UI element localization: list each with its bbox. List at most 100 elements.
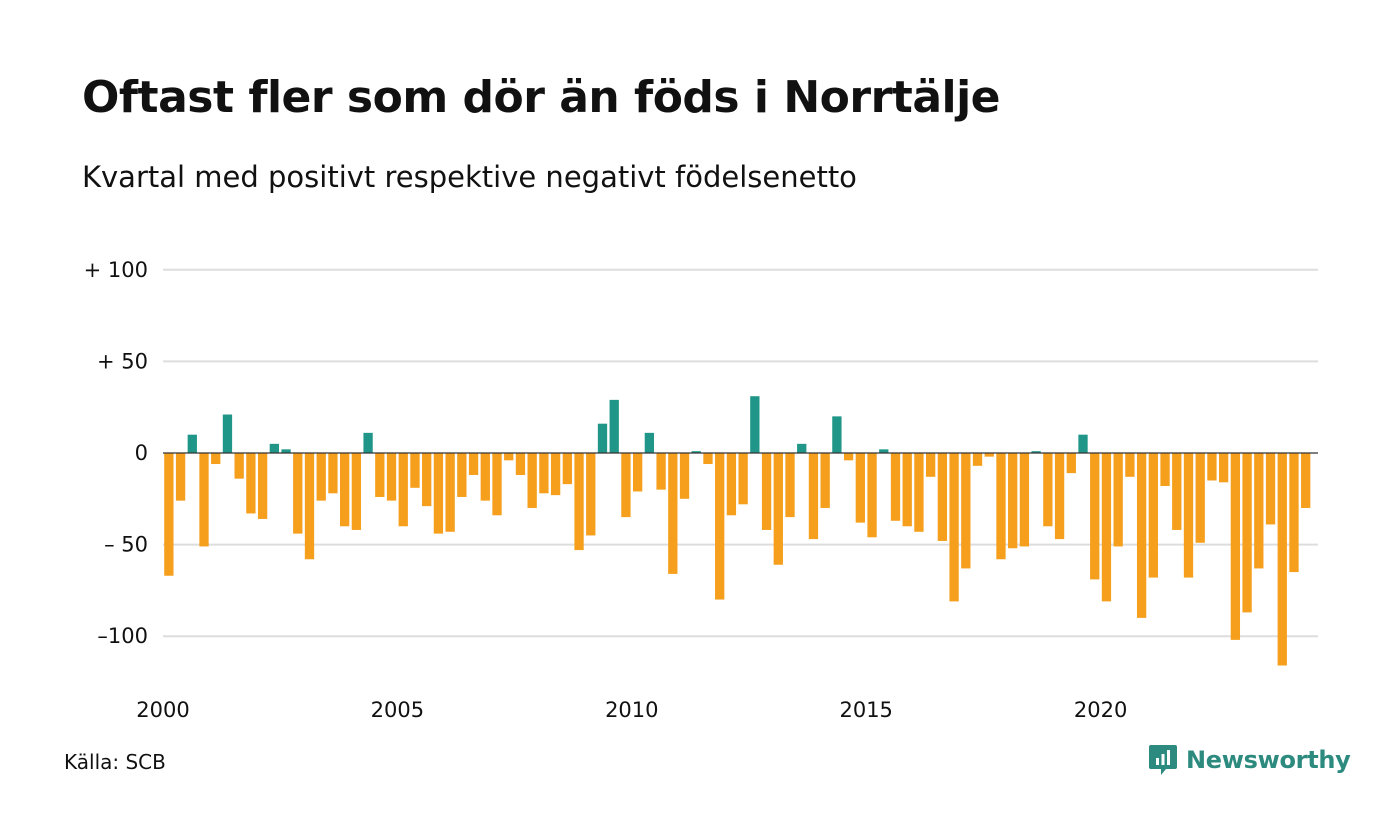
bar [1183,453,1194,578]
brand-logo[interactable]: Newsworthy [1148,743,1351,777]
bar [1242,453,1252,613]
bar [234,453,244,479]
bar [926,453,936,477]
bar [269,443,279,453]
bar [1090,453,1100,580]
bar [937,453,948,541]
bar [750,396,760,453]
x-tick-label: 2015 [839,698,892,722]
bar [211,453,221,464]
x-tick-label: 2000 [136,698,189,722]
bar [1054,453,1065,540]
bar [1172,453,1182,530]
bar [222,414,233,453]
bar [1265,453,1276,525]
bar [445,453,455,532]
bar [1125,453,1135,477]
bar [1301,453,1311,508]
bar [773,453,783,565]
bar [562,453,572,485]
bar [621,453,631,518]
bar [597,423,608,453]
bar [1078,434,1088,453]
bar [633,453,643,492]
bar [457,453,467,497]
bar [1136,453,1147,618]
bar-chart: + 100 + 50 0 – 50 –100 2000 2005 2010 2015 2020 [84,258,1318,722]
bar [199,453,209,547]
y-tick-labels: + 100 + 50 0 – 50 –100 [84,258,148,648]
bar [726,453,737,516]
y-tick-label: + 50 [97,349,148,373]
bar [398,453,408,527]
bar [316,453,326,501]
bar [340,453,350,527]
x-tick-labels: 2000 2005 2010 2015 2020 [136,698,1127,722]
bar [187,434,197,453]
bar [480,453,490,501]
bar [1008,453,1018,549]
bar [504,453,514,461]
brand-name: Newsworthy [1186,746,1351,774]
bar [386,453,397,501]
bar [246,453,256,514]
bar [996,453,1006,560]
bar [902,453,912,527]
bar [422,453,432,507]
bar [468,453,479,475]
bars [164,396,1311,666]
bar [1101,453,1112,602]
bar [715,453,725,600]
grid-lines [163,268,1318,638]
bar [1160,453,1170,486]
bar [1230,453,1241,640]
bar [949,453,959,602]
bar [679,453,690,499]
x-tick-label: 2005 [371,698,424,722]
bar [363,432,373,453]
bar [691,451,701,453]
bar [586,453,596,536]
bar [375,453,385,497]
bar [738,453,748,505]
newsworthy-logo-icon [1149,745,1177,775]
y-tick-label: –100 [97,624,148,648]
bar [328,453,338,494]
bar [1019,453,1030,547]
y-tick-label: 0 [135,441,148,465]
bar [1207,453,1217,481]
x-tick-label: 2010 [605,698,658,722]
bar [855,453,865,523]
bar [293,453,303,534]
bar [961,453,971,569]
bar [609,399,619,453]
bar [703,453,713,464]
y-tick-label: + 100 [84,258,148,282]
bar [539,453,549,494]
bar [984,453,994,457]
bar [1277,453,1287,666]
bar [1195,453,1205,543]
bar [808,453,819,540]
y-tick-label: – 50 [104,533,148,557]
bar [879,449,889,453]
bar [351,453,362,530]
bar [550,453,561,496]
bar [1148,453,1158,578]
bar [304,453,315,560]
bar [1043,453,1053,527]
bar [656,453,666,490]
x-tick-label: 2020 [1074,698,1127,722]
bar [843,453,854,461]
bar [914,453,924,532]
bar [1066,453,1076,474]
chart-title: Oftast fler som dör än föds i Norrtälje [82,72,1001,123]
bar [433,453,444,534]
bar [515,453,526,475]
bar [1031,451,1041,453]
bar [574,453,584,551]
bar [761,453,772,530]
bar [972,453,983,466]
bar [797,443,807,453]
bar [832,416,842,453]
